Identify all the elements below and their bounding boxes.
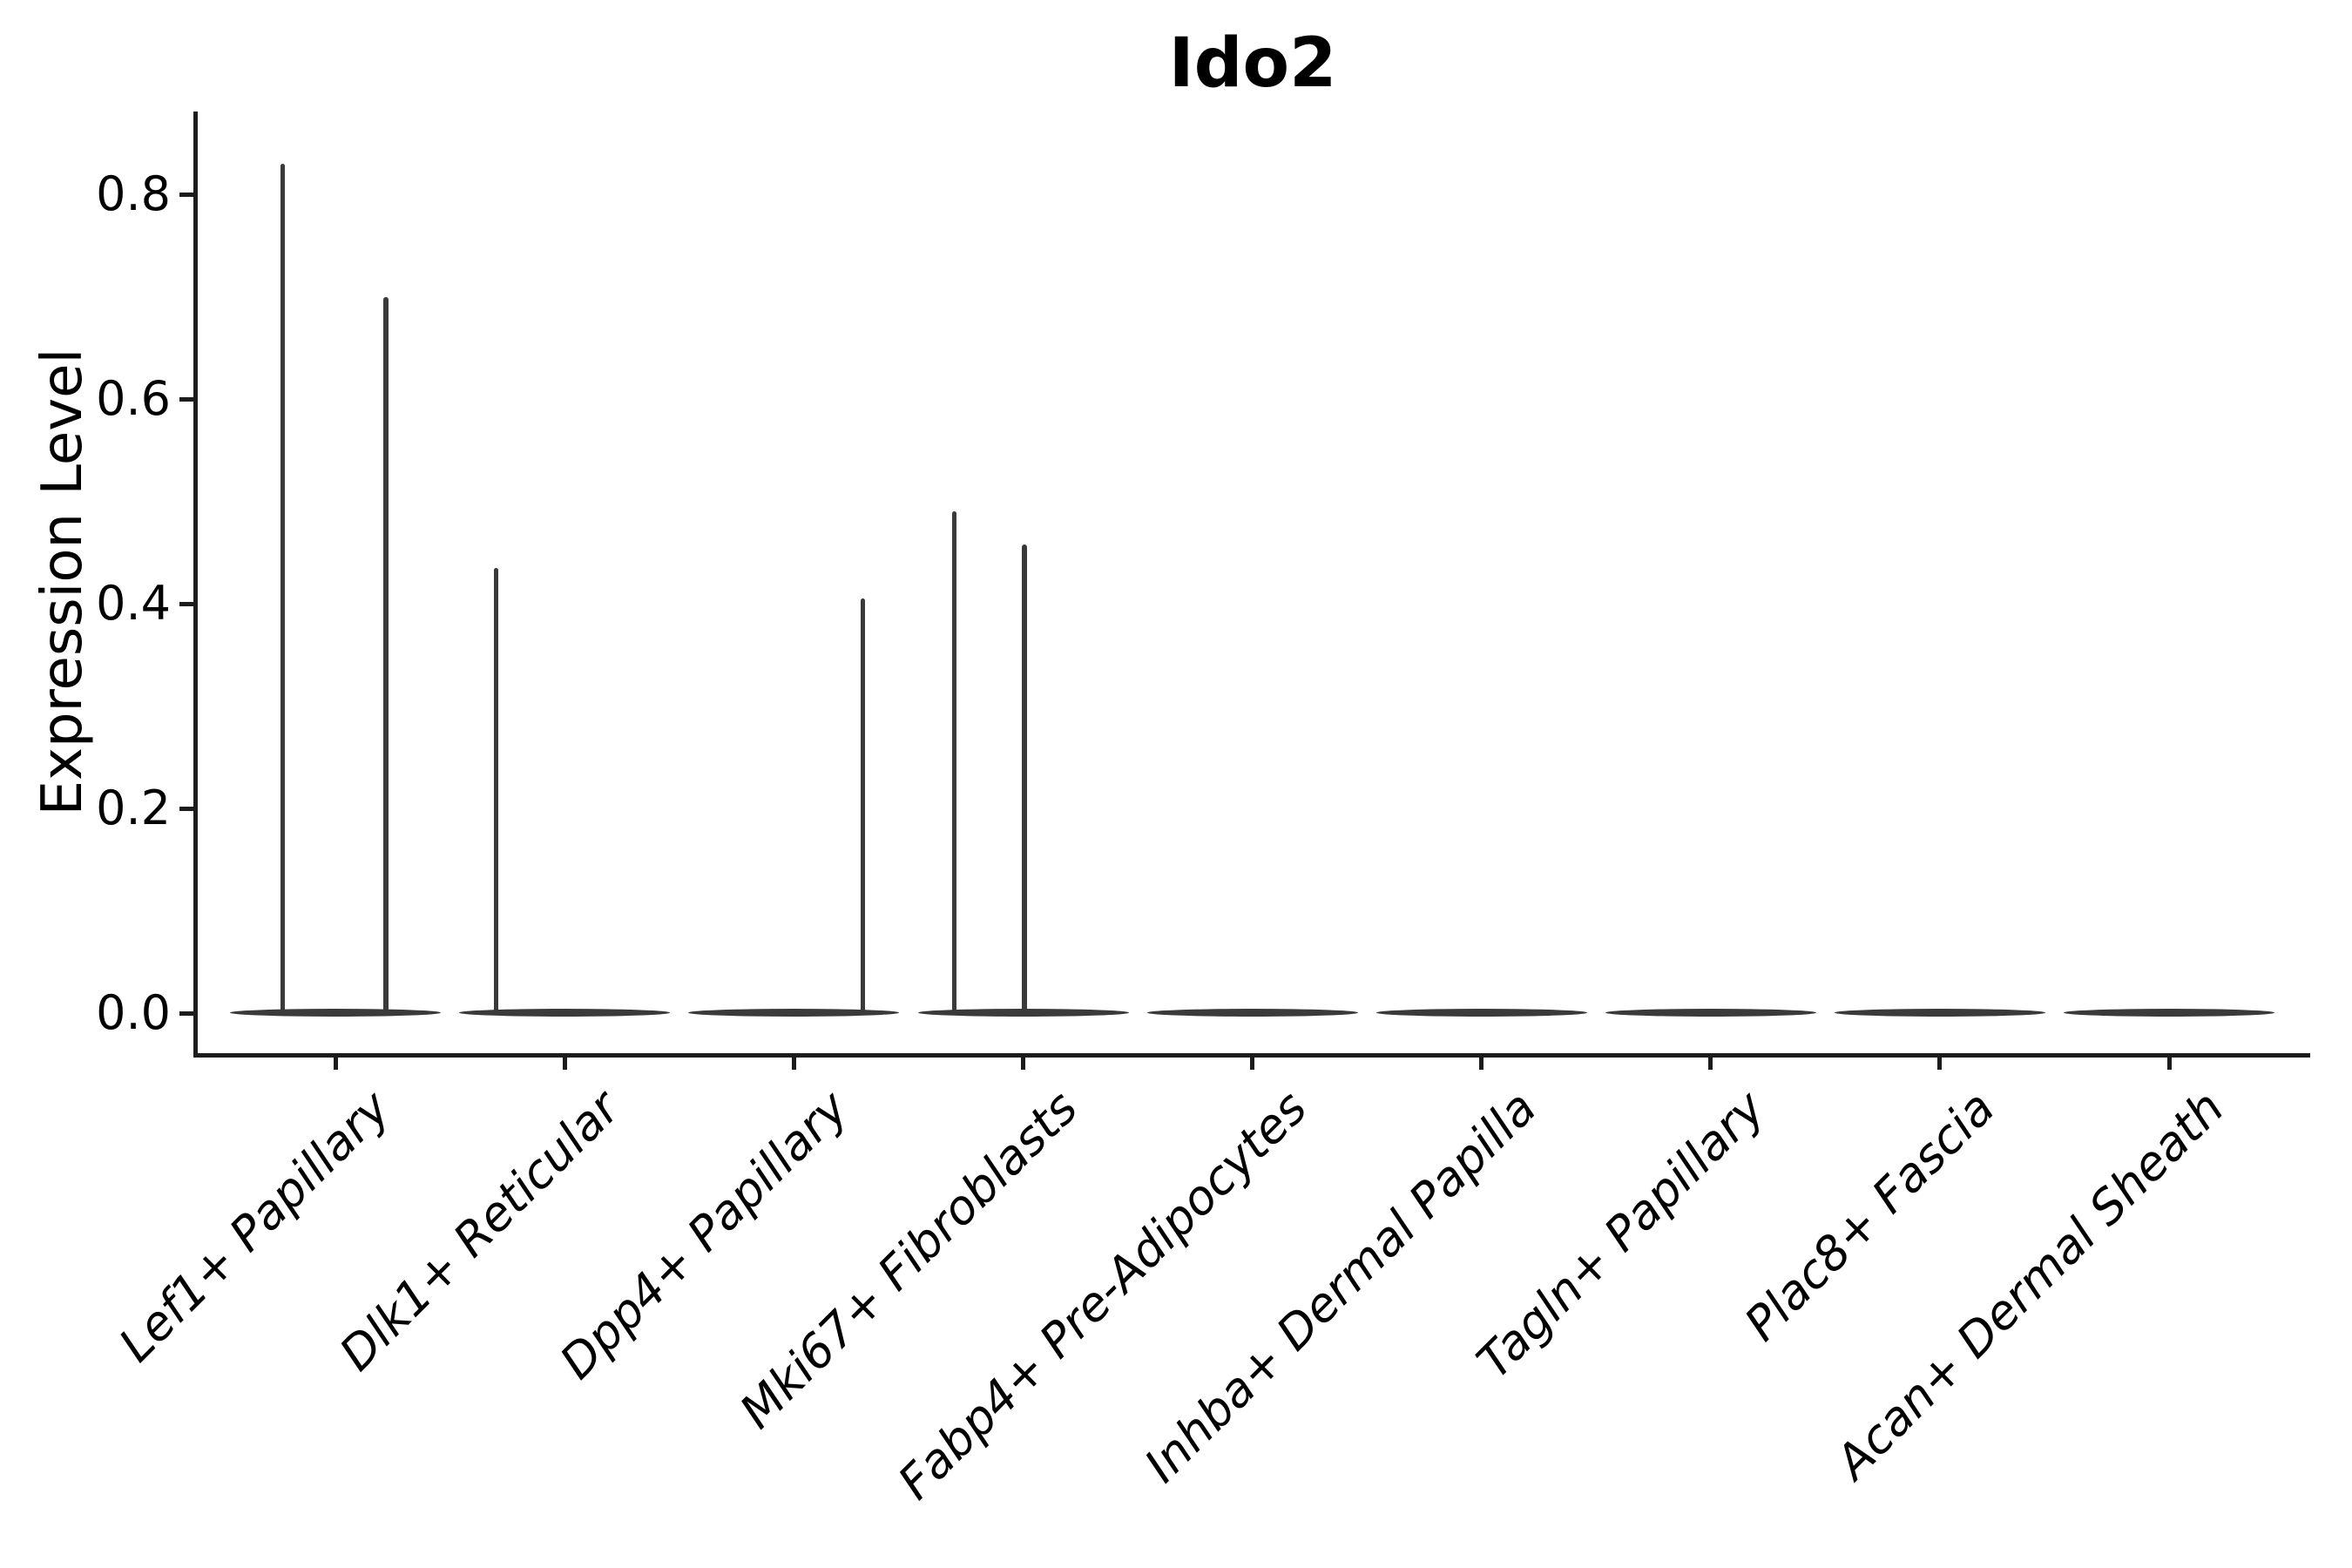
x-axis-spine <box>193 1053 2310 1058</box>
x-tick-label: Inhba+ Dermal Papilla <box>1133 1080 1547 1493</box>
expression-spike <box>1022 544 1027 1014</box>
expression-spike <box>280 163 286 1014</box>
violin-flat-body <box>1605 1008 1816 1017</box>
x-tick <box>333 1058 338 1070</box>
plot-title: Ido2 <box>1168 24 1337 103</box>
x-tick <box>1021 1058 1025 1070</box>
x-tick <box>2166 1058 2172 1070</box>
violin-flat-body <box>688 1008 900 1017</box>
y-tick <box>179 396 193 402</box>
x-tick <box>1937 1058 1943 1070</box>
violin-flat-body <box>459 1008 671 1017</box>
y-tick-label: 0.6 <box>96 371 171 426</box>
violin-flat-body <box>1146 1008 1358 1017</box>
x-tick-label: Acan+ Dermal Sheath <box>1824 1080 2234 1490</box>
x-tick <box>1250 1058 1255 1070</box>
expression-spike <box>383 296 389 1014</box>
x-tick <box>1708 1058 1713 1070</box>
y-tick-label: 0.4 <box>96 576 171 631</box>
violin-flat-body <box>1834 1008 2045 1017</box>
y-tick-label: 0.2 <box>96 781 171 835</box>
y-tick <box>179 806 193 811</box>
violin-flat-body <box>230 1008 442 1017</box>
violin-flat-body <box>2064 1008 2274 1017</box>
expression-spike <box>493 567 499 1014</box>
y-tick <box>179 1010 193 1016</box>
x-tick <box>791 1058 796 1070</box>
x-tick <box>562 1058 567 1070</box>
y-axis-spine <box>193 112 198 1058</box>
y-tick-label: 0.8 <box>96 166 171 221</box>
x-tick <box>1479 1058 1484 1070</box>
violin-flat-body <box>1375 1008 1587 1017</box>
y-tick <box>179 192 193 197</box>
y-tick <box>179 601 193 606</box>
expression-spike <box>951 511 957 1014</box>
expression-spike <box>860 598 866 1014</box>
x-tick-label: Fabp4+ Pre-Adipocytes <box>887 1080 1318 1511</box>
y-tick-label: 0.0 <box>96 985 171 1040</box>
